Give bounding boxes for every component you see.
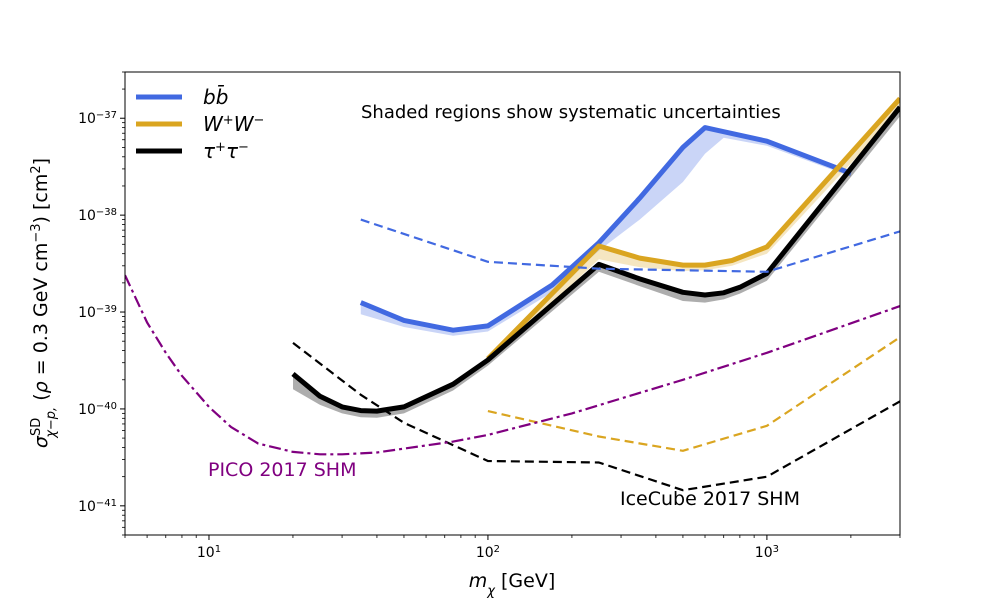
legend-label-ww: W+W− xyxy=(203,112,264,136)
y-tick-label: 10−39 xyxy=(78,304,117,322)
legend-label-bb: bb̄ xyxy=(203,84,228,109)
y-tick-label: 10−40 xyxy=(78,400,117,418)
x-tick-label: 102 xyxy=(476,544,500,562)
series-tautau-limit xyxy=(291,105,900,414)
tautau-band xyxy=(293,107,900,418)
axis-ticks: 101 102 103 10−41 10−40 10−39 10−38 10−37 xyxy=(78,71,901,562)
series-PICO-2017-SHM xyxy=(125,274,900,456)
x-tick-label: 101 xyxy=(197,544,221,562)
series-WW-limit xyxy=(486,96,900,361)
x-axis-title: mχ [GeV] xyxy=(469,570,556,599)
plot-frame xyxy=(124,71,901,536)
uncertainty-bands xyxy=(293,98,900,418)
shaded-note: Shaded regions show systematic uncertain… xyxy=(361,102,781,123)
series-WW-dashed xyxy=(487,336,900,452)
series-bb-limit xyxy=(359,125,852,333)
y-tick-label: 10−38 xyxy=(78,207,117,225)
x-tick-label: 103 xyxy=(755,544,779,562)
series-tautau-dashed xyxy=(292,342,900,492)
series-bb-dashed xyxy=(360,218,900,273)
y-tick-label: 10−41 xyxy=(78,497,117,515)
legend-label-tautau: τ+τ− xyxy=(203,139,249,163)
series-lines xyxy=(125,96,900,492)
icecube-label: IceCube 2017 SHM xyxy=(620,488,800,510)
y-axis-title: σSDχ−p, (ρ = 0.3 GeV cm−3) [cm2] xyxy=(29,158,59,448)
y-tick-label: 10−37 xyxy=(78,110,117,128)
legend: bb̄ W+W− τ+τ− xyxy=(136,84,264,163)
pico-label: PICO 2017 SHM xyxy=(208,459,356,481)
